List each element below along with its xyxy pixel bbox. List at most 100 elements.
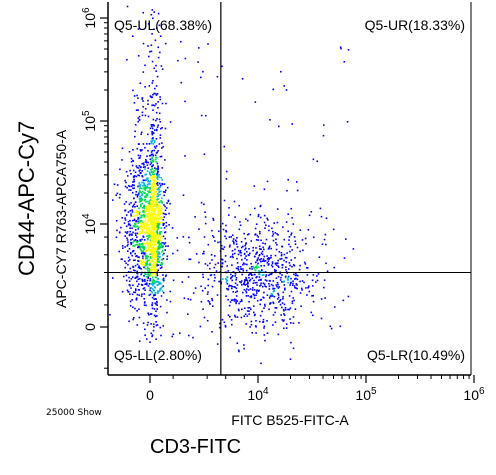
event-dot bbox=[143, 214, 146, 217]
event-dot bbox=[234, 282, 237, 285]
event-dot bbox=[228, 304, 231, 307]
event-dot bbox=[124, 219, 127, 221]
event-dot bbox=[156, 206, 159, 209]
event-dot bbox=[133, 95, 136, 97]
event-dot bbox=[165, 189, 167, 192]
event-dot bbox=[149, 172, 151, 174]
event-dot bbox=[300, 305, 302, 308]
event-dot bbox=[282, 296, 284, 298]
event-dot bbox=[144, 242, 146, 245]
event-dot bbox=[158, 118, 161, 121]
event-dot bbox=[155, 253, 158, 255]
event-dot bbox=[243, 307, 246, 309]
event-dot bbox=[227, 270, 230, 272]
event-dot bbox=[164, 249, 166, 251]
event-dot bbox=[146, 266, 149, 269]
event-dot bbox=[146, 177, 149, 179]
event-dot bbox=[143, 191, 145, 194]
event-dot bbox=[234, 252, 236, 255]
event-dot bbox=[318, 256, 321, 258]
event-dot bbox=[157, 211, 159, 214]
event-dot bbox=[135, 299, 138, 301]
event-dot bbox=[278, 286, 280, 288]
event-dot bbox=[289, 245, 292, 248]
event-dot bbox=[157, 253, 159, 255]
event-dot bbox=[159, 232, 161, 234]
event-dot bbox=[279, 303, 282, 306]
event-dot bbox=[155, 160, 157, 163]
event-dot bbox=[296, 181, 298, 183]
event-dot bbox=[272, 284, 274, 287]
event-dot bbox=[291, 249, 293, 251]
event-dot bbox=[156, 224, 158, 227]
event-dot bbox=[289, 284, 291, 286]
event-dot bbox=[206, 319, 209, 322]
event-dot bbox=[291, 302, 294, 305]
event-dot bbox=[126, 239, 129, 241]
event-dot bbox=[151, 334, 154, 336]
event-dot bbox=[263, 297, 265, 299]
event-dot bbox=[172, 279, 175, 282]
event-dot bbox=[169, 202, 171, 205]
event-dot bbox=[245, 243, 247, 245]
event-dot bbox=[347, 295, 350, 298]
event-dot bbox=[270, 293, 272, 295]
event-dot bbox=[156, 118, 158, 120]
event-dot bbox=[150, 283, 153, 285]
event-dot bbox=[134, 224, 136, 226]
event-dot bbox=[242, 268, 244, 270]
event-dot bbox=[221, 259, 224, 261]
event-dot bbox=[145, 250, 148, 253]
event-dot bbox=[119, 168, 121, 171]
event-dot bbox=[343, 61, 346, 63]
event-dot bbox=[146, 207, 148, 209]
event-dot bbox=[123, 275, 125, 278]
event-dot bbox=[135, 210, 138, 212]
event-dot bbox=[282, 320, 285, 322]
event-dot bbox=[150, 177, 152, 180]
event-dot bbox=[310, 311, 313, 314]
event-dot bbox=[151, 241, 153, 243]
event-dot bbox=[236, 290, 238, 293]
event-dot bbox=[134, 277, 136, 279]
event-dot bbox=[236, 342, 239, 344]
event-dot bbox=[156, 207, 159, 210]
event-dot bbox=[159, 137, 162, 139]
event-dot bbox=[151, 9, 154, 11]
event-dot bbox=[130, 241, 132, 244]
event-dot bbox=[150, 174, 152, 177]
event-dot bbox=[154, 225, 156, 227]
event-dot bbox=[147, 99, 149, 102]
event-dot bbox=[146, 235, 148, 237]
event-dot bbox=[290, 290, 293, 293]
event-dot bbox=[255, 223, 258, 225]
event-dot bbox=[188, 334, 190, 337]
event-dot bbox=[235, 277, 238, 279]
event-dot bbox=[151, 201, 154, 203]
event-dot bbox=[149, 278, 152, 280]
event-dot bbox=[150, 245, 152, 247]
event-dot bbox=[155, 85, 158, 87]
event-dot bbox=[141, 98, 143, 100]
event-dot bbox=[285, 261, 288, 263]
event-dot bbox=[154, 292, 157, 294]
event-dot bbox=[162, 224, 165, 226]
event-dot bbox=[137, 193, 140, 196]
event-dot bbox=[163, 194, 165, 197]
event-dot bbox=[143, 205, 145, 208]
event-dot bbox=[234, 248, 236, 251]
event-dot bbox=[211, 299, 214, 302]
event-dot bbox=[144, 334, 146, 336]
event-dot bbox=[152, 278, 154, 281]
event-dot bbox=[156, 203, 159, 206]
event-dot bbox=[332, 228, 335, 231]
event-dot bbox=[147, 255, 149, 258]
event-dot bbox=[279, 272, 281, 275]
event-dot bbox=[239, 224, 242, 227]
event-dot bbox=[124, 217, 126, 220]
event-dot bbox=[151, 153, 154, 156]
event-dot bbox=[154, 262, 156, 265]
event-dot bbox=[150, 240, 153, 242]
event-dot bbox=[152, 207, 155, 210]
event-dot bbox=[230, 319, 233, 321]
